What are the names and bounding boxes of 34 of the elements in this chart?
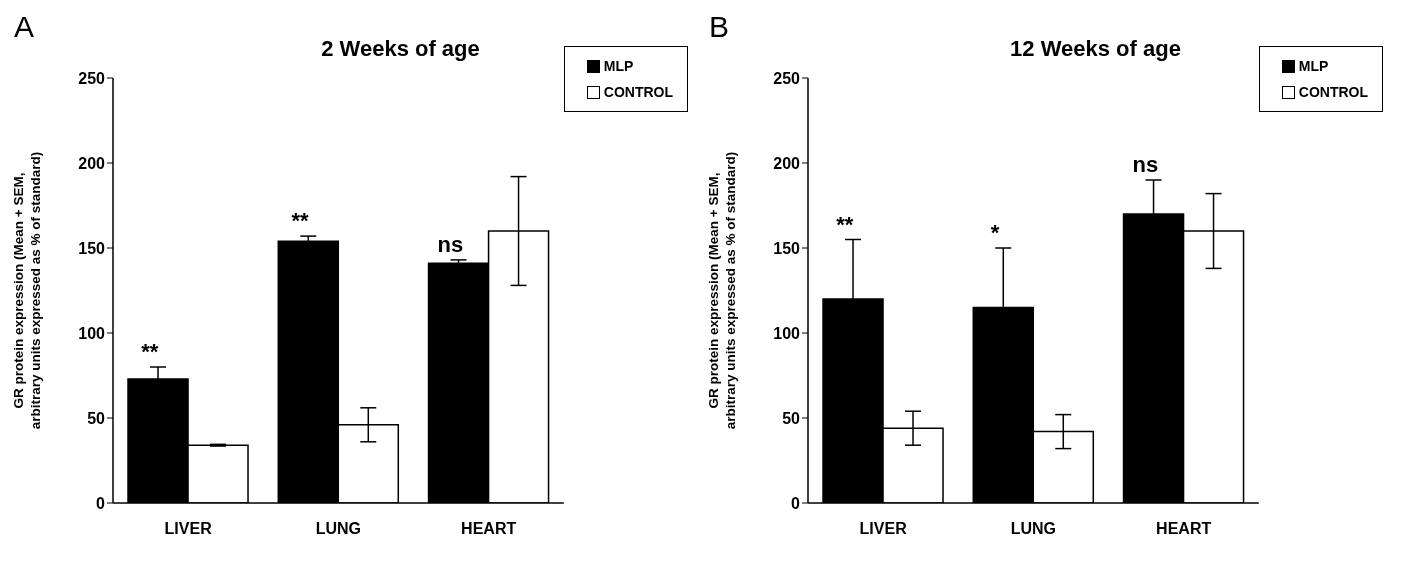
y-tick-label: 250 [78,69,106,87]
y-tick-label: 100 [773,324,801,342]
annotation: ns [1132,152,1159,177]
text: A [14,10,35,44]
x-tick-label: LUNG [315,520,362,538]
annotation: ns [437,231,464,257]
y-tick-label: 0 [96,494,106,512]
x-tick-label: LIVER [859,520,908,538]
annotation: ** [141,339,159,364]
x-tick-label: LUNG [1010,520,1057,538]
x-tick-label: HEART [1156,520,1212,538]
y-tick-label: 200 [78,154,106,172]
y-tick-label: 200 [773,154,801,172]
legend-label: MLP [1298,57,1329,76]
y-tick-label: 100 [78,324,106,342]
x-tick-label: LIVER [164,520,213,538]
y-tick-label: 150 [78,239,106,257]
annotation: ** [291,208,310,234]
y-tick-label: 50 [782,409,801,427]
x-tick-label: HEART [461,520,517,538]
legend-label: CONTROL [1298,83,1368,102]
legend-label: CONTROL [603,83,673,102]
y-axis-title: GR protein expression (Mean + SEM, arbitrary units expressed as % of standard) [706,151,738,430]
y-axis-title: GR protein expression (Mean + SEM, arbitrary units expressed as % of standard) [11,151,43,430]
chart-title: 12 Weeks of age [1010,36,1181,61]
legend-label: MLP [603,57,634,76]
text: B [709,10,730,44]
annotation: * [990,220,1000,245]
y-tick-label: 50 [87,409,106,427]
annotation: ** [836,211,854,237]
y-tick-label: 0 [791,494,801,512]
y-tick-label: 150 [773,239,801,257]
chart-title: 2 Weeks of age [321,36,480,61]
y-tick-label: 250 [773,69,801,87]
